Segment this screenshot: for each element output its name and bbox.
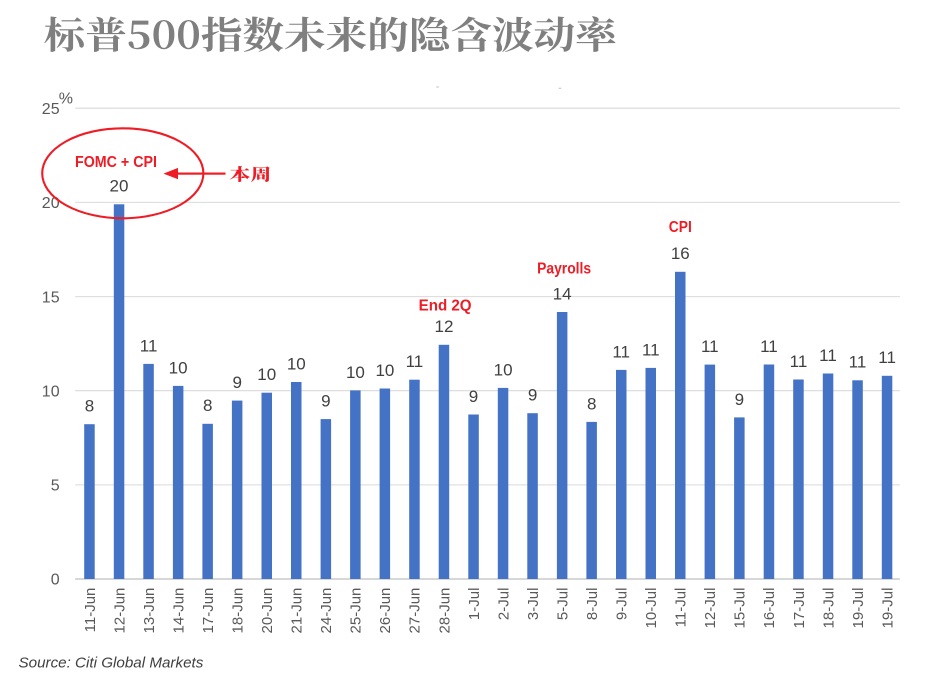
svg-text:5-Jul: 5-Jul — [554, 588, 571, 621]
svg-text:24-Jun: 24-Jun — [318, 588, 335, 634]
svg-text:18-Jul: 18-Jul — [820, 588, 837, 629]
svg-text:12-Jun: 12-Jun — [111, 588, 128, 634]
svg-text:9: 9 — [232, 373, 241, 392]
svg-text:11: 11 — [819, 346, 837, 365]
svg-text:11: 11 — [878, 348, 896, 367]
svg-text:10: 10 — [375, 361, 394, 380]
svg-text:CPI: CPI — [669, 219, 692, 236]
svg-text:19-Jul: 19-Jul — [879, 588, 896, 629]
svg-text:9: 9 — [321, 392, 330, 411]
svg-text:11: 11 — [760, 337, 778, 356]
svg-text:3-Jul: 3-Jul — [525, 588, 542, 621]
svg-text:27-Jun: 27-Jun — [407, 588, 424, 634]
svg-text:0: 0 — [51, 572, 60, 589]
svg-text:10: 10 — [169, 358, 188, 377]
svg-text:10-Jul: 10-Jul — [643, 588, 660, 629]
svg-text:9: 9 — [469, 387, 478, 406]
svg-text:2-Jul: 2-Jul — [495, 588, 512, 621]
svg-text:9-Jul: 9-Jul — [614, 588, 631, 621]
svg-text:20-Jun: 20-Jun — [259, 588, 276, 634]
svg-text:11: 11 — [849, 353, 867, 372]
svg-text:10: 10 — [494, 360, 513, 379]
svg-text:11: 11 — [790, 352, 808, 371]
svg-text:14: 14 — [553, 284, 572, 303]
svg-text:10: 10 — [257, 365, 276, 384]
svg-text:21-Jun: 21-Jun — [289, 588, 306, 634]
svg-text:17-Jun: 17-Jun — [200, 588, 217, 634]
svg-text:11-Jul: 11-Jul — [673, 588, 690, 628]
svg-text:8: 8 — [587, 394, 596, 413]
svg-text:9: 9 — [528, 386, 537, 405]
svg-text:11: 11 — [140, 336, 158, 355]
svg-text:8: 8 — [85, 397, 94, 416]
svg-text:10: 10 — [42, 383, 60, 400]
svg-text:14-Jun: 14-Jun — [170, 588, 187, 634]
svg-text:10: 10 — [346, 363, 365, 382]
svg-text:28-Jun: 28-Jun — [436, 588, 453, 634]
svg-text:11-Jun: 11-Jun — [82, 588, 99, 633]
svg-text:25-Jun: 25-Jun — [348, 588, 365, 634]
svg-text:11: 11 — [406, 352, 424, 371]
svg-text:10: 10 — [287, 354, 306, 373]
svg-text:15-Jul: 15-Jul — [732, 588, 749, 629]
svg-text:16: 16 — [671, 244, 690, 263]
svg-text:%: % — [59, 90, 73, 107]
svg-text:15: 15 — [42, 289, 60, 306]
svg-text:11: 11 — [612, 342, 630, 361]
svg-text:Source: Citi Global Markets: Source: Citi Global Markets — [19, 655, 204, 672]
svg-text:26-Jun: 26-Jun — [377, 588, 394, 634]
svg-text:13-Jun: 13-Jun — [141, 588, 158, 634]
svg-text:19-Jul: 19-Jul — [850, 588, 867, 629]
svg-text:FOMC + CPI: FOMC + CPI — [75, 154, 157, 171]
svg-text:Payrolls: Payrolls — [537, 260, 591, 277]
svg-text:8-Jul: 8-Jul — [584, 588, 601, 621]
svg-text:25: 25 — [42, 101, 60, 118]
svg-text:12: 12 — [435, 317, 454, 336]
svg-text:18-Jun: 18-Jun — [230, 588, 247, 634]
svg-text:17-Jul: 17-Jul — [791, 588, 808, 629]
svg-text:1-Jul: 1-Jul — [466, 588, 483, 621]
svg-text:8: 8 — [203, 396, 212, 415]
svg-text:End 2Q: End 2Q — [419, 298, 472, 315]
svg-text:9: 9 — [735, 390, 744, 409]
svg-text:16-Jul: 16-Jul — [761, 588, 778, 629]
svg-text:20: 20 — [110, 177, 129, 196]
svg-text:11: 11 — [701, 337, 719, 356]
svg-text:12-Jul: 12-Jul — [702, 588, 719, 629]
svg-text:5: 5 — [51, 478, 60, 495]
svg-text:11: 11 — [642, 340, 660, 359]
svg-text:20: 20 — [42, 195, 60, 212]
